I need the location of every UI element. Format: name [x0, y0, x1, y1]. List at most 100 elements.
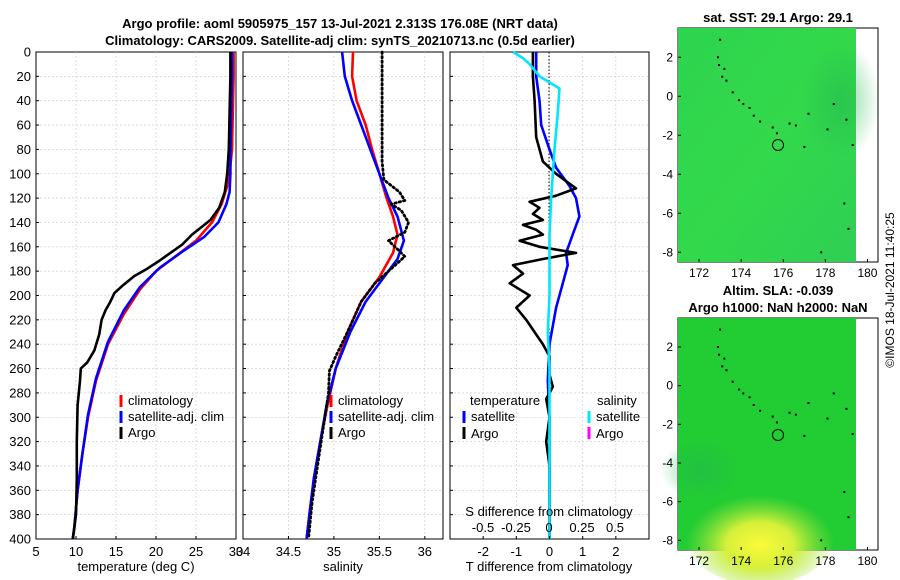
x-tick-label: 35.5 [367, 544, 392, 559]
sla-map-profile-marker [772, 429, 784, 441]
island-speck [851, 144, 854, 146]
salinity-xlabel: salinity [323, 559, 363, 574]
island-speck [719, 328, 722, 331]
map-y-tick-label: -4 [662, 456, 673, 470]
island-speck [847, 516, 850, 519]
sla-map-islands [717, 328, 854, 542]
island-speck [717, 56, 719, 59]
imos-timestamp: ©IMOS 18-Jul-2021 11:40:25 [883, 212, 897, 368]
x-tick-label: 30 [229, 544, 243, 559]
island-speck [759, 409, 762, 412]
island-speck [845, 407, 848, 410]
s-difference-tick-label: 0.5 [606, 520, 624, 535]
island-speck [759, 120, 762, 123]
island-speck [832, 392, 835, 395]
temperature-ticks: 0 20 40 60 80 100 120 140 160 180 200 220 240 260 280 3… [9, 45, 243, 560]
legend-label-temperature-argo: Argo [471, 426, 498, 441]
island-speck [788, 122, 791, 125]
map-y-tick-label: -2 [662, 128, 673, 142]
legend-label-argo: Argo [128, 425, 155, 440]
map-x-tick-label: 172 [689, 266, 709, 280]
s-difference-tick-label: 0.25 [569, 520, 594, 535]
map-x-tick-label: 180 [857, 554, 877, 568]
island-speck [748, 106, 751, 109]
series-line-salinity-satellite [512, 50, 561, 539]
island-speck [723, 357, 726, 360]
map-x-tick-label: 180 [857, 266, 877, 280]
x-tick-label: 35 [327, 544, 341, 559]
island-speck [721, 365, 724, 368]
difference-ticks: -2 -1 0 1 2 [450, 51, 619, 559]
map-y-tick-label: 0 [666, 379, 673, 393]
island-speck [725, 369, 728, 372]
map-y-tick-label: -8 [662, 245, 673, 259]
temperature-xlabel: temperature (deg C) [77, 559, 194, 574]
salinity-legend: climatology satellite-adj. clim Argo [329, 393, 434, 440]
x-tick-label: 10 [69, 544, 83, 559]
map-x-tick-label: 174 [731, 554, 751, 568]
map-y-tick-label: 2 [666, 340, 673, 354]
island-speck [788, 411, 791, 414]
island-speck [742, 392, 745, 395]
sst-map-panel: sat. SST: 29.1 Argo: 29.1 172 174 176 178 18… [662, 10, 880, 280]
legend-title-salinity: salinity [597, 393, 637, 408]
salinity-grid [243, 52, 443, 539]
island-speck [742, 103, 745, 106]
legend-label-salinity-satellite: satellite [596, 409, 640, 424]
depth-tick-label: 120 [9, 191, 31, 206]
legend-label-salinity-argo: Argo [596, 426, 623, 441]
map-x-tick-label: 178 [815, 266, 835, 280]
island-speck [748, 396, 751, 399]
map-y-tick-label: -2 [662, 417, 673, 431]
island-speck [851, 433, 854, 435]
temperature-panel: 0 20 40 60 80 100 120 140 160 180 200 220 240 260 280 3… [9, 45, 243, 575]
x-tick-label: 0 [546, 544, 553, 559]
map-x-tick-label: 176 [773, 266, 793, 280]
depth-tick-label: 300 [9, 410, 31, 425]
island-speck [820, 251, 823, 254]
island-speck [807, 402, 810, 405]
salinity-lines [305, 50, 410, 541]
x-tick-label: 20 [149, 544, 163, 559]
salinity-panel: 34 34.5 35 35.5 36 salinity climatology sate… [236, 50, 444, 574]
island-speck [738, 388, 741, 391]
legend-title-temperature: temperature [470, 393, 540, 408]
island-speck [775, 132, 778, 135]
depth-tick-label: 400 [9, 532, 31, 547]
sla-map-green-patch [660, 440, 740, 500]
sst-map-ticks: 172 174 176 178 180 2 0 -2 -4 -6 -8 [662, 50, 877, 280]
depth-tick-label: 180 [9, 264, 31, 279]
depth-tick-label: 0 [24, 45, 31, 60]
depth-tick-label: 220 [9, 312, 31, 327]
island-speck [843, 491, 846, 493]
map-y-tick-label: 2 [666, 50, 673, 64]
island-speck [721, 75, 724, 78]
island-speck [752, 404, 755, 406]
s-difference-tick-label: -0.5 [472, 520, 494, 535]
difference-lines [508, 50, 581, 539]
island-speck [832, 103, 835, 106]
sla-map-title: Altim. SLA: -0.039 [723, 283, 834, 298]
x-tick-label: 34.5 [276, 544, 301, 559]
map-x-tick-label: 174 [731, 266, 751, 280]
map-y-tick-label: -8 [662, 533, 673, 547]
island-speck [723, 67, 726, 70]
s-difference-label: S difference from climatology [465, 504, 633, 519]
island-speck [717, 346, 719, 348]
s-difference-tick-label: 0 [545, 520, 552, 535]
depth-tick-label: 140 [9, 215, 31, 230]
map-y-tick-label: -4 [662, 167, 673, 181]
island-speck [738, 99, 741, 102]
depth-tick-label: 20 [17, 69, 31, 84]
sst-map-profile-marker [772, 139, 784, 151]
difference-legend: temperature satellite Argo salinity sate… [462, 393, 640, 441]
depth-tick-label: 280 [9, 385, 31, 400]
island-speck [843, 202, 846, 205]
island-speck [794, 124, 797, 127]
x-tick-label: 1 [579, 544, 586, 559]
island-speck [847, 227, 850, 230]
salinity-ticks: 34 34.5 35 35.5 36 [236, 51, 432, 559]
x-tick-label: 2 [612, 544, 619, 559]
island-speck [794, 413, 797, 416]
